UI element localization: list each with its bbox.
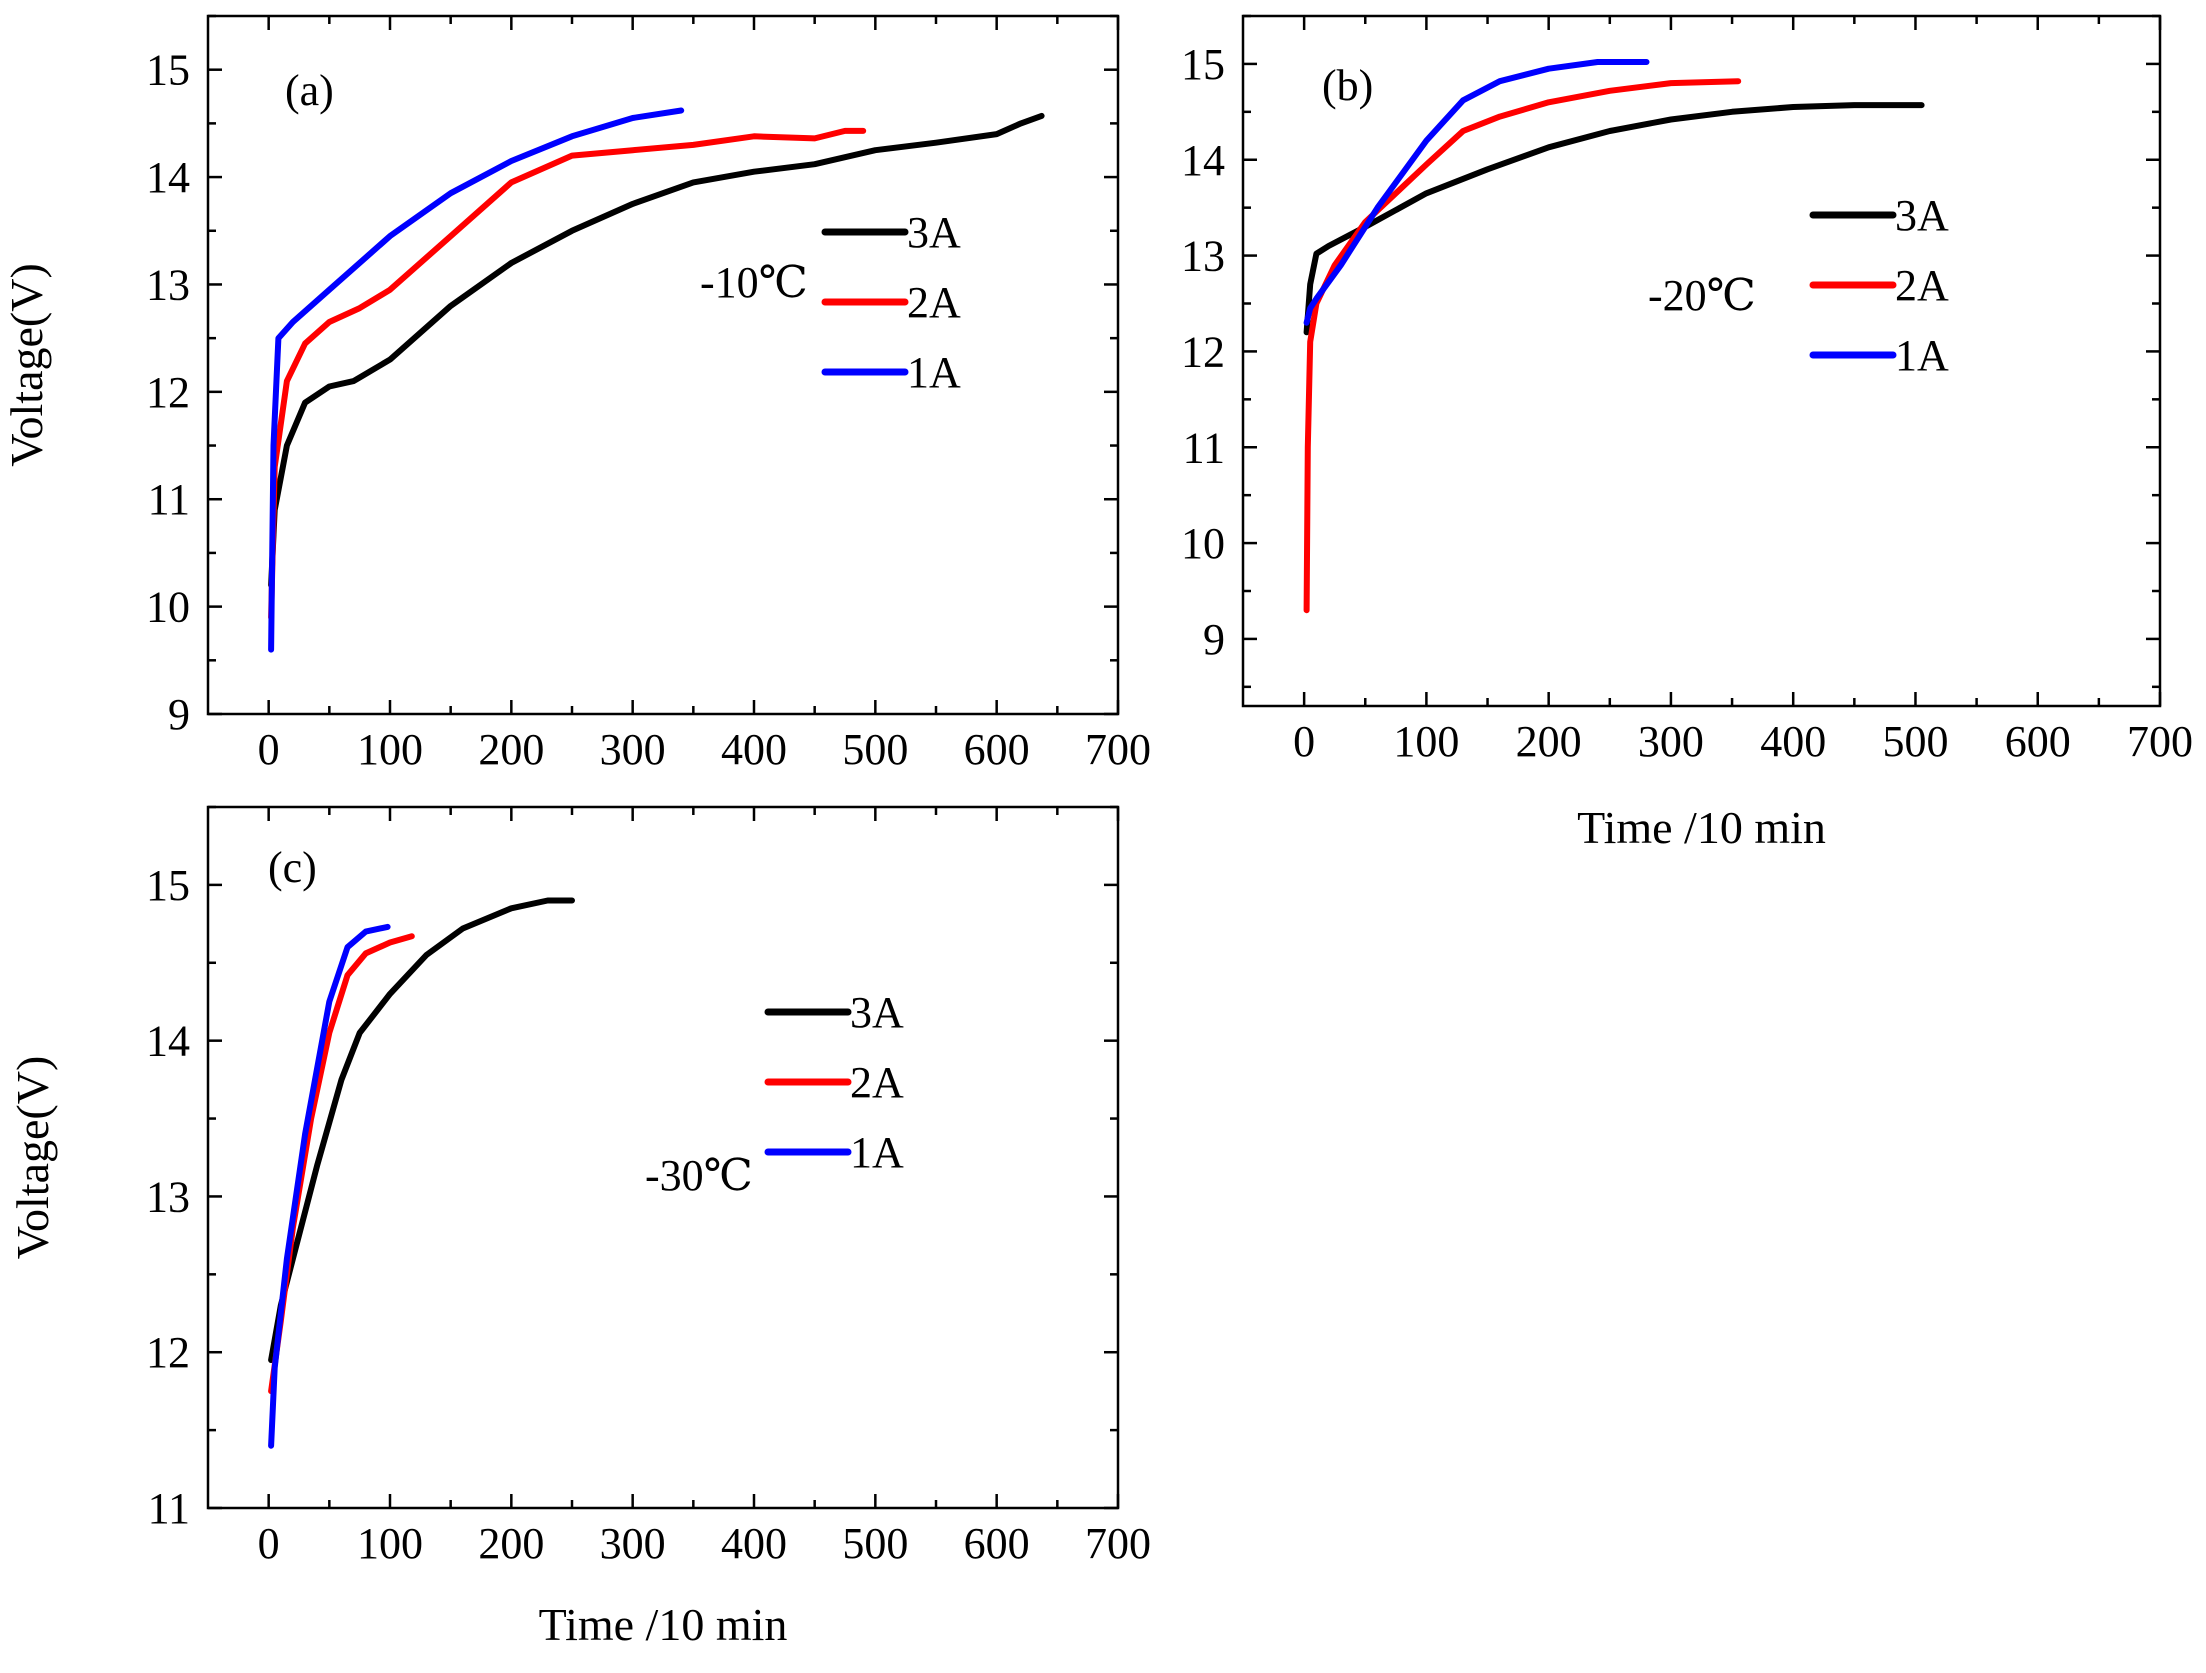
series-line-2A bbox=[1303, 78, 1742, 614]
x-tick-label: 300 bbox=[600, 725, 666, 774]
y-tick-label: 13 bbox=[146, 260, 190, 309]
x-tick-label: 600 bbox=[964, 725, 1030, 774]
x-tick-label: 700 bbox=[1085, 725, 1151, 774]
x-tick-label: 100 bbox=[357, 725, 423, 774]
y-tick-label: 10 bbox=[146, 583, 190, 632]
x-tick-label: 0 bbox=[258, 1519, 280, 1568]
y-tick-label: 10 bbox=[1181, 519, 1225, 568]
y-tick-label: 11 bbox=[1183, 423, 1225, 472]
y-axis-label: Voltage(V) bbox=[7, 1056, 58, 1260]
series-line-1A bbox=[268, 923, 391, 1449]
series-line-1A bbox=[268, 107, 685, 653]
y-tick-label: 9 bbox=[168, 690, 190, 739]
y-tick-label: 14 bbox=[146, 153, 190, 202]
x-axis-label: Time /10 min bbox=[1577, 802, 1826, 853]
panel-label: (c) bbox=[268, 843, 317, 892]
legend-label-3A: 3A bbox=[907, 208, 961, 257]
series-line-3A bbox=[1303, 102, 1925, 336]
y-tick-label: 12 bbox=[1181, 327, 1225, 376]
x-tick-label: 200 bbox=[478, 1519, 544, 1568]
legend-label-1A: 1A bbox=[907, 348, 961, 397]
y-axis-label: Voltage(V) bbox=[1, 263, 52, 467]
y-tick-label: 12 bbox=[146, 368, 190, 417]
series-line-3A bbox=[268, 897, 575, 1363]
x-tick-label: 400 bbox=[721, 1519, 787, 1568]
y-tick-label: 13 bbox=[1181, 232, 1225, 281]
x-tick-label: 400 bbox=[721, 725, 787, 774]
plot-frame bbox=[206, 805, 1120, 1510]
x-tick-label: 200 bbox=[478, 725, 544, 774]
x-tick-label: 700 bbox=[1085, 1519, 1151, 1568]
legend-label-3A: 3A bbox=[850, 988, 904, 1037]
plot-frame bbox=[206, 14, 1120, 716]
x-tick-label: 500 bbox=[842, 725, 908, 774]
y-tick-label: 11 bbox=[148, 1484, 190, 1533]
x-tick-label: 500 bbox=[1882, 717, 1948, 766]
series-line-3A bbox=[268, 112, 1045, 589]
temperature-annotation: -30℃ bbox=[645, 1151, 753, 1200]
y-tick-label: 15 bbox=[1181, 40, 1225, 89]
y-tick-label: 12 bbox=[146, 1328, 190, 1377]
panel-label: (a) bbox=[285, 66, 334, 115]
x-tick-label: 600 bbox=[2005, 717, 2071, 766]
x-axis-label: Time /10 min bbox=[539, 1599, 788, 1650]
panel-c: 0 100 200 300 400 500 600 700 11 12 13 14 15 Voltage(… bbox=[7, 805, 1151, 1650]
legend-label-2A: 2A bbox=[1895, 261, 1949, 310]
x-tick-label: 400 bbox=[1760, 717, 1826, 766]
x-tick-label: 300 bbox=[1638, 717, 1704, 766]
x-tick-label: 300 bbox=[600, 1519, 666, 1568]
legend-label-1A: 1A bbox=[1895, 331, 1949, 380]
plot-frame bbox=[1241, 14, 2162, 708]
panel-label: (b) bbox=[1322, 61, 1373, 110]
series-line-2A bbox=[268, 127, 867, 621]
x-tick-label: 0 bbox=[1293, 717, 1315, 766]
legend-label-2A: 2A bbox=[850, 1058, 904, 1107]
series-line-1A bbox=[1303, 59, 1650, 326]
panel-b: 0 100 200 300 400 500 600 700 9 10 11 12 13 14 15 Time … bbox=[1181, 14, 2193, 853]
y-tick-label: 14 bbox=[1181, 136, 1225, 185]
x-tick-label: 0 bbox=[258, 725, 280, 774]
y-tick-label: 15 bbox=[146, 46, 190, 95]
y-tick-label: 15 bbox=[146, 861, 190, 910]
x-tick-label: 200 bbox=[1516, 717, 1582, 766]
y-tick-label: 13 bbox=[146, 1172, 190, 1221]
y-tick-label: 11 bbox=[148, 475, 190, 524]
temperature-annotation: -10℃ bbox=[700, 258, 808, 307]
temperature-annotation: -20℃ bbox=[1648, 271, 1756, 320]
x-tick-label: 100 bbox=[357, 1519, 423, 1568]
legend-label-3A: 3A bbox=[1895, 191, 1949, 240]
x-tick-label: 600 bbox=[964, 1519, 1030, 1568]
x-tick-label: 500 bbox=[842, 1519, 908, 1568]
x-tick-label: 100 bbox=[1393, 717, 1459, 766]
legend-label-2A: 2A bbox=[907, 278, 961, 327]
x-tick-label: 700 bbox=[2127, 717, 2193, 766]
y-tick-label: 14 bbox=[146, 1017, 190, 1066]
legend-label-1A: 1A bbox=[850, 1128, 904, 1177]
y-tick-label: 9 bbox=[1203, 615, 1225, 664]
panel-a: 0 100 200 300 400 500 600 700 9 10 11 12 13 14 15 Volta… bbox=[1, 14, 1151, 774]
